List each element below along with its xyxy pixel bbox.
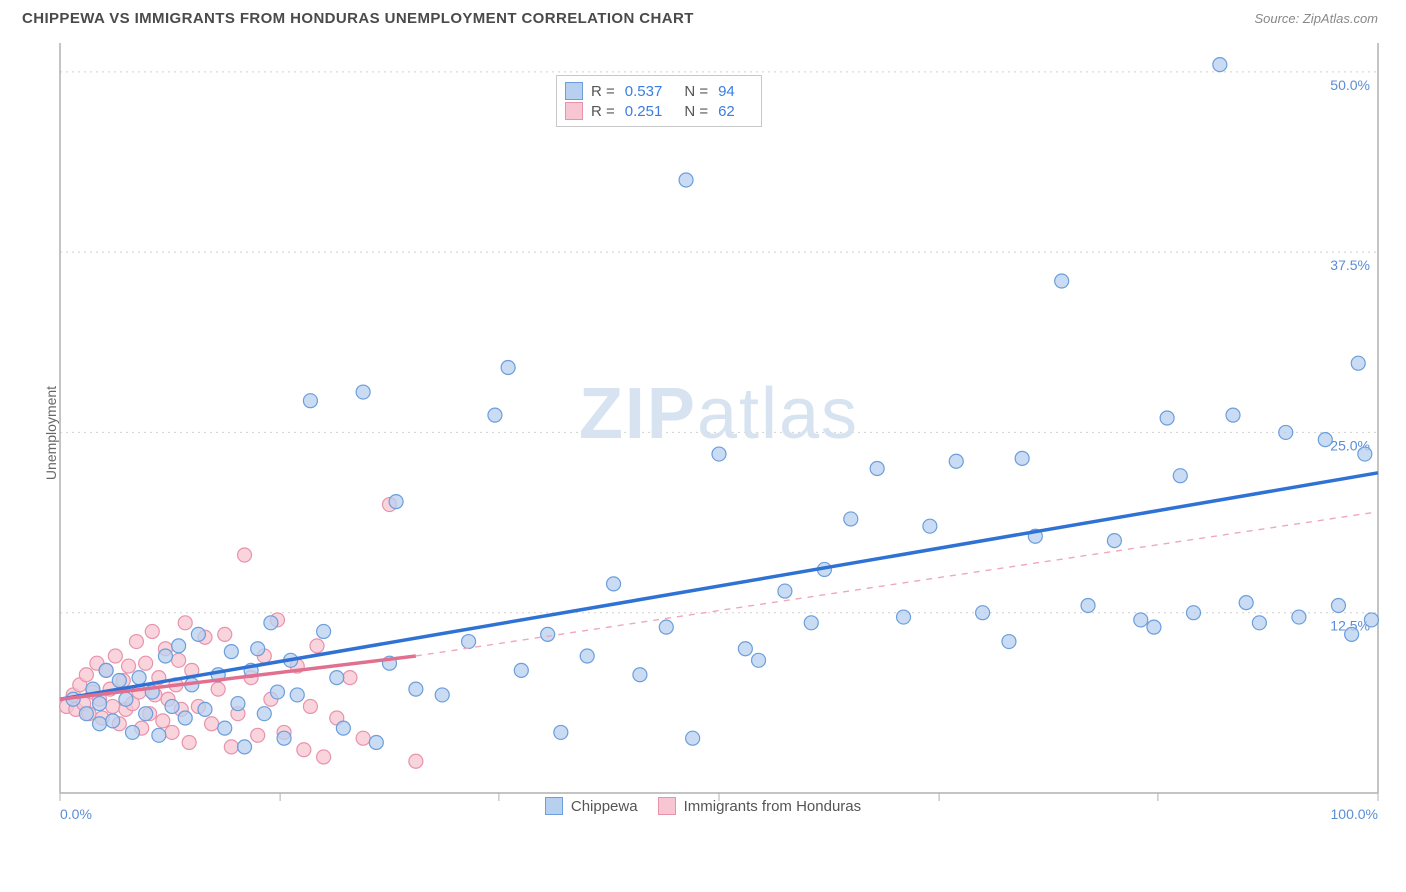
stats-n-value-honduras: 62 [718, 103, 735, 120]
stats-row-honduras: R = 0.251 N = 62 [565, 102, 749, 120]
stats-row-chippewa: R = 0.537 N = 94 [565, 82, 749, 100]
legend-swatch-honduras [658, 797, 676, 815]
stats-r-value-honduras: 0.251 [625, 103, 663, 120]
stats-r-label: R = [591, 103, 615, 120]
svg-text:50.0%: 50.0% [1330, 77, 1370, 93]
svg-text:37.5%: 37.5% [1330, 257, 1370, 273]
stats-r-label: R = [591, 83, 615, 100]
stats-n-label: N = [684, 83, 708, 100]
legend-swatch-chippewa [545, 797, 563, 815]
bottom-legend: Chippewa Immigrants from Honduras [0, 797, 1406, 815]
stats-legend-box: R = 0.537 N = 94 R = 0.251 N = 62 [556, 75, 762, 127]
chart-header: CHIPPEWA VS IMMIGRANTS FROM HONDURAS UNE… [0, 0, 1406, 33]
stats-n-label: N = [684, 103, 708, 120]
swatch-chippewa [565, 82, 583, 100]
chart-source: Source: ZipAtlas.com [1254, 11, 1378, 26]
scatter-chart: 12.5%25.0%37.5%50.0%ZIPatlas0.0%100.0% [48, 33, 1398, 833]
swatch-honduras [565, 102, 583, 120]
legend-label-chippewa: Chippewa [571, 798, 638, 815]
stats-n-value-chippewa: 94 [718, 83, 735, 100]
stats-r-value-chippewa: 0.537 [625, 83, 663, 100]
legend-item-chippewa: Chippewa [545, 797, 638, 815]
legend-item-honduras: Immigrants from Honduras [658, 797, 862, 815]
legend-label-honduras: Immigrants from Honduras [684, 798, 862, 815]
svg-text:ZIPatlas: ZIPatlas [579, 374, 859, 454]
chart-title: CHIPPEWA VS IMMIGRANTS FROM HONDURAS UNE… [22, 10, 694, 27]
chart-container: Unemployment 12.5%25.0%37.5%50.0%ZIPatla… [0, 33, 1406, 833]
